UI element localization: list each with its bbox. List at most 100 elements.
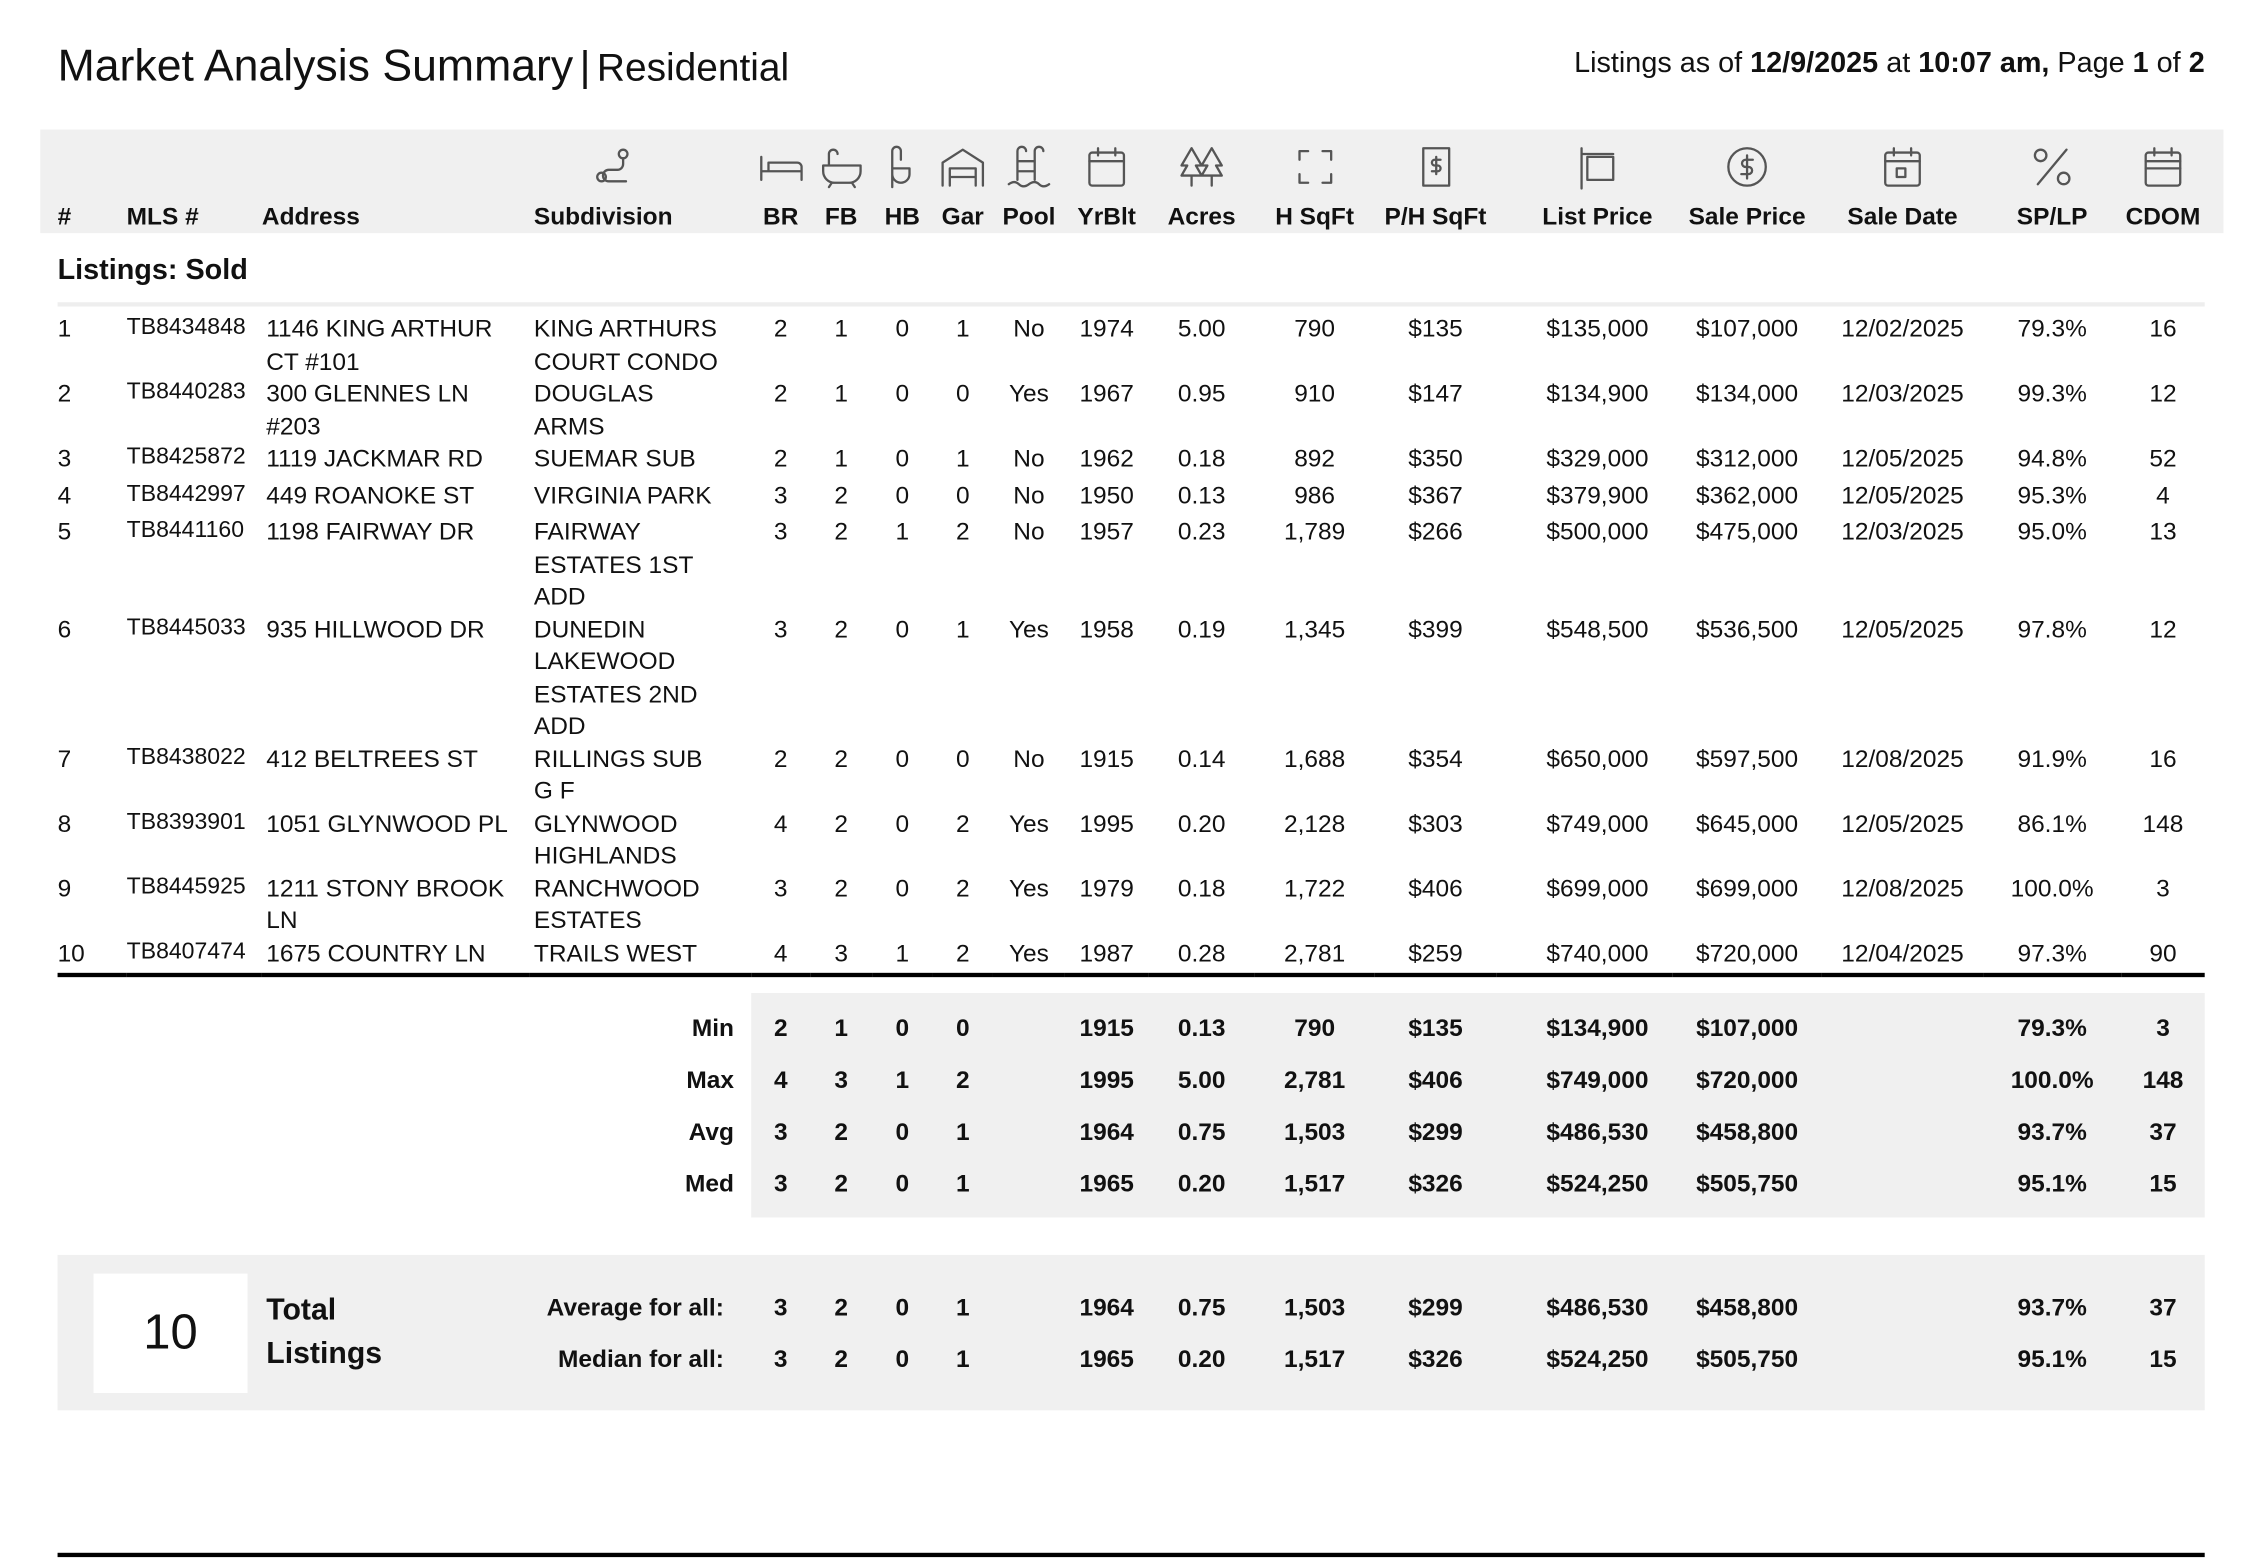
bottom-rule [57, 1552, 2205, 1558]
listing-cell: 2 [955, 939, 970, 967]
column-header: H SqFt [1255, 130, 1374, 234]
listing-cell: 2 [773, 379, 788, 408]
listing-cell: $147 [1408, 379, 1463, 408]
stat-value: $486,530 [1546, 1118, 1649, 1146]
listing-cell: 1967 [1079, 379, 1134, 408]
listing-cell: 1 [955, 615, 970, 643]
stat-value: 3 [2156, 1014, 2170, 1042]
listing-cell: $107,000 [1696, 315, 1799, 343]
stat-label: Med [685, 1169, 734, 1198]
listing-cell: $367 [1408, 481, 1463, 509]
listing-cell: $699,000 [1696, 874, 1799, 902]
column-icon [759, 155, 803, 182]
listing-cell: 1 [834, 444, 848, 473]
stat-label: Min [691, 1014, 734, 1042]
listing-cell: 892 [1294, 444, 1336, 473]
listing-cell: TB8393901 [126, 809, 246, 834]
column-icon [1007, 145, 1051, 188]
column-label: YrBlt [1077, 202, 1136, 231]
listing-cell: 3 [773, 481, 788, 509]
icon-part [1088, 147, 1126, 163]
stat-value: $299 [1408, 1118, 1463, 1146]
listing-cell: $329,000 [1546, 444, 1649, 473]
listing-cell: Yes [1008, 809, 1049, 837]
column-label: MLS # [126, 202, 199, 231]
listing-row: 1 TB8434848 1146 KING ARTHUR CT #101 KING A… [58, 314, 2205, 379]
listing-cell: 0 [895, 379, 910, 408]
stat-value: 15 [2149, 1345, 2177, 1373]
column-header: FB [810, 130, 872, 234]
listing-cell: $536,500 [1696, 615, 1799, 643]
listing-cell: 0 [895, 315, 910, 343]
listing-row: 8 TB8393901 1051 GLYNWOOD PL GLYNWOOD HIGHL… [58, 808, 2205, 873]
icon-part [759, 155, 803, 182]
stat-value: $458,800 [1696, 1118, 1799, 1146]
listing-cell: 90 [2149, 939, 2177, 967]
listing-cell: $645,000 [1696, 809, 1799, 837]
listing-cell: TB8407474 [126, 939, 246, 964]
listing-row: 3 TB8425872 1119 JACKMAR RD SUEMAR SUB 2 1 0 1 N… [58, 443, 2205, 480]
stat-label: Avg [688, 1118, 734, 1146]
listing-cell: 12/08/2025 [1841, 744, 1964, 773]
listing-cell: 12/08/2025 [1841, 874, 1964, 902]
listing-cell: 0.20 [1177, 809, 1226, 837]
icon-part [1580, 147, 1615, 190]
listing-cell: 0 [955, 379, 970, 408]
stat-value: 1964 [1079, 1293, 1134, 1322]
stat-row: Min 2 1 0 0 1915 0.13 790 $135 $134,900 $107,000 79… [58, 1003, 2205, 1055]
listing-row: 4 TB8442997 449 ROANOKE ST VIRGINIA PARK 3 2 0… [58, 480, 2205, 517]
icon-part [1007, 145, 1051, 188]
stat-value: 2 [955, 1066, 970, 1094]
stat-label: Average for all: [546, 1293, 724, 1322]
page-number: 1 [2132, 47, 2149, 80]
listing-cell: 6 [57, 615, 72, 643]
listing-cell: 1 [834, 315, 848, 343]
listing-cell: GLYNWOOD HIGHLANDS [533, 809, 678, 870]
totals-table: Average for all: 3 2 0 1 1964 0.75 1,503 $299 $48… [58, 1282, 2205, 1386]
listing-cell: 1962 [1079, 444, 1134, 473]
stat-value [993, 1107, 1065, 1159]
icon-part [1884, 147, 1921, 187]
listing-cell: SUEMAR SUB [533, 444, 696, 473]
stat-value: $749,000 [1546, 1066, 1649, 1094]
column-label: # [57, 202, 72, 231]
stat-value: 0 [955, 1014, 970, 1042]
listing-cell: $350 [1408, 444, 1463, 473]
stat-value [993, 1055, 1065, 1107]
listing-cell: 0 [895, 874, 910, 902]
stat-value: 3 [773, 1345, 788, 1373]
listing-cell: Yes [1008, 939, 1049, 967]
column-icon [821, 148, 862, 189]
listing-cell: 79.3% [2017, 315, 2087, 343]
listing-cell: 0.14 [1177, 744, 1226, 773]
listing-cell: TB8425872 [126, 444, 246, 470]
column-icon [1727, 147, 1767, 187]
subtitle: Residential [596, 46, 790, 90]
stat-value: 2 [773, 1014, 788, 1042]
stat-value [993, 1158, 1065, 1210]
listing-cell: 1979 [1079, 874, 1134, 902]
stat-value: $505,750 [1696, 1169, 1799, 1198]
icon-part [2144, 147, 2182, 187]
listing-cell: $475,000 [1696, 518, 1799, 546]
listing-cell: 0.23 [1177, 518, 1226, 546]
stat-value: 15 [2149, 1169, 2177, 1198]
stat-value [1822, 1107, 1983, 1159]
stat-value: $524,250 [1546, 1169, 1649, 1198]
listing-cell: 1 [895, 518, 910, 546]
listing-cell: 2 [773, 315, 788, 343]
column-header: Address [262, 130, 530, 234]
listing-cell: 1,789 [1283, 518, 1346, 546]
listing-cell: 0.18 [1177, 444, 1226, 473]
stat-value: 0 [895, 1014, 910, 1042]
stat-value: 3 [773, 1169, 788, 1198]
listing-cell: KING ARTHURS COURT CONDO [533, 315, 718, 375]
stat-value [993, 1003, 1065, 1055]
listing-row: 5 TB8441160 1198 FAIRWAY DR FAIRWAY ESTATES… [58, 517, 2205, 614]
listing-cell: 2 [57, 379, 72, 408]
title-block: Market Analysis Summary | Residential [58, 40, 790, 92]
column-icon [2144, 147, 2182, 187]
listing-cell: 0.13 [1177, 481, 1226, 509]
stat-value: 1,517 [1284, 1169, 1346, 1198]
icon-part [821, 148, 862, 189]
